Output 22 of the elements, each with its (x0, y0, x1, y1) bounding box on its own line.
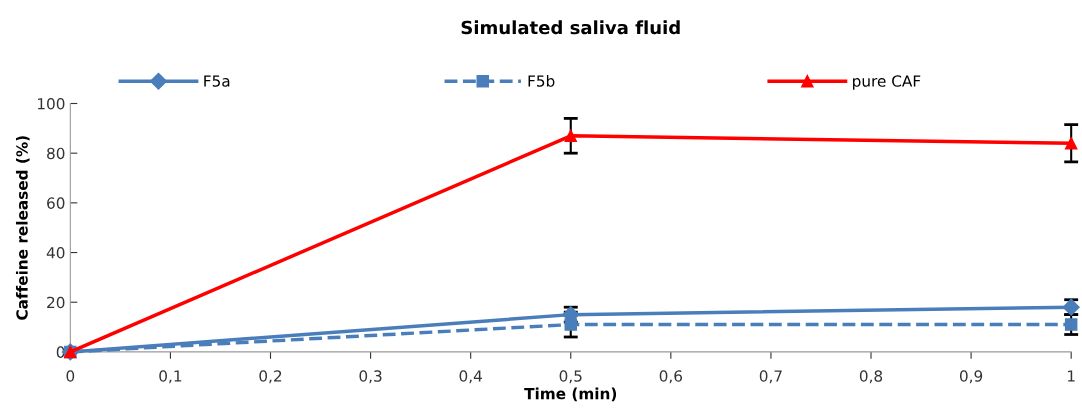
x-tick-label: 0,8 (859, 370, 883, 384)
legend-label: F5b (528, 74, 555, 87)
y-axis-title: Caffeine released (%) (15, 136, 30, 320)
x-tick-label: 0,5 (559, 370, 582, 384)
x-tick-label: 0,6 (659, 370, 683, 384)
x-tick-label: 1 (1068, 370, 1075, 382)
x-axis-title: Time (min) (524, 387, 617, 402)
chart-title: Simulated saliva fluid (461, 20, 680, 35)
x-tick-label: 0,4 (459, 370, 482, 384)
legend-label: pure CAF (853, 75, 921, 90)
x-tick-label: 0,9 (959, 370, 983, 384)
x-tick-label: 0 (66, 370, 75, 382)
y-tick-label: 20 (47, 296, 65, 309)
x-tick-label: 0,3 (359, 370, 382, 384)
legend-label: F5a (204, 75, 230, 87)
x-tick-label: 0,7 (759, 370, 782, 384)
x-tick-label: 0,1 (159, 370, 182, 384)
x-tick-label: 0,2 (259, 370, 282, 384)
y-tick-label: 80 (47, 147, 65, 160)
y-tick-label: 100 (37, 97, 65, 110)
y-tick-label: 60 (47, 197, 65, 209)
y-tick-label: 40 (46, 247, 65, 259)
